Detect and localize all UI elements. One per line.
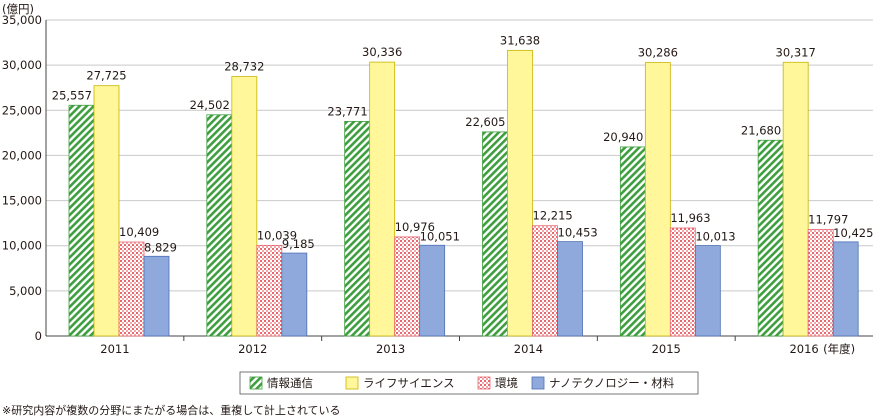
- data-label: 10,976: [395, 220, 435, 234]
- legend-swatch: [531, 376, 545, 390]
- data-label: 10,409: [119, 225, 159, 239]
- bar: [231, 76, 258, 337]
- legend-swatch: [345, 376, 359, 390]
- x-tick-label: 2014: [514, 342, 543, 356]
- x-tick-label: 2016: [789, 342, 818, 356]
- bar: [782, 61, 809, 337]
- bar: [206, 114, 233, 337]
- bar: [118, 241, 145, 337]
- bar: [419, 244, 446, 337]
- data-label: 28,732: [224, 60, 264, 74]
- bar: [394, 236, 421, 337]
- legend-swatch: [477, 376, 491, 390]
- legend-label: ライフサイエンス: [363, 376, 455, 390]
- gridlines: 0 5,000 10,000 15,000 20,000 25,000 30,000 35,0…: [2, 13, 873, 343]
- y-tick-label: 35,000: [2, 13, 42, 27]
- bar: [68, 104, 95, 337]
- legend-label: ナノテクノロジー・材料: [549, 376, 675, 390]
- bar: [832, 241, 859, 337]
- data-label: 27,725: [86, 69, 126, 83]
- bar: [256, 244, 283, 337]
- data-label: 31,638: [500, 33, 540, 47]
- y-tick-label: 20,000: [2, 148, 42, 162]
- data-label: 20,940: [603, 130, 643, 144]
- data-label: 30,336: [362, 45, 402, 59]
- bars: [68, 49, 859, 337]
- bar: [619, 146, 646, 337]
- bar: [669, 227, 696, 337]
- data-label: 11,797: [808, 212, 848, 226]
- bar: [281, 252, 308, 337]
- data-label: 10,013: [695, 230, 735, 244]
- data-label: 12,215: [533, 209, 573, 223]
- x-tick-label: 2012: [238, 342, 267, 356]
- data-label: 10,453: [558, 226, 598, 240]
- bar-chart: 0 5,000 10,000 15,000 20,000 25,000 30,000 35,0…: [2, 2, 874, 395]
- data-label: 8,829: [144, 240, 177, 254]
- y-tick-label: 0: [35, 329, 42, 343]
- data-label: 23,771: [327, 104, 367, 118]
- y-tick-label: 5,000: [9, 284, 42, 298]
- data-label: 30,317: [776, 45, 816, 59]
- x-tick-label: 2011: [100, 342, 129, 356]
- bar: [807, 229, 834, 337]
- bar: [694, 245, 721, 337]
- y-tick-label: 10,000: [2, 239, 42, 253]
- legend-label: 環境: [495, 376, 518, 390]
- bar: [532, 225, 558, 337]
- data-label: 11,963: [670, 211, 710, 225]
- data-label: 10,039: [257, 228, 297, 242]
- legend-label: 情報通信: [267, 376, 313, 390]
- bar: [143, 255, 170, 337]
- data-label: 10,425: [833, 226, 873, 240]
- legend-swatch: [249, 376, 263, 390]
- y-tick-label: 15,000: [2, 194, 42, 208]
- bar: [482, 131, 508, 337]
- bar: [93, 85, 120, 337]
- data-label: 9,185: [282, 237, 315, 251]
- x-axis-suffix: (年度): [823, 342, 855, 356]
- bar: [369, 61, 396, 337]
- bar: [644, 62, 671, 337]
- data-label: 24,502: [190, 98, 230, 112]
- data-label: 30,286: [638, 46, 678, 60]
- y-tick-label: 25,000: [2, 103, 42, 117]
- legend: 情報通信 ライフサイエンス 環境 ナノテクノロジー・材料: [239, 371, 699, 395]
- footnote: ※研究内容が複数の分野にまたがる場合は、重複して計上されている: [2, 404, 341, 417]
- bar: [507, 49, 533, 337]
- data-label: 22,605: [465, 115, 505, 129]
- data-label: 25,557: [52, 88, 92, 102]
- y-axis-label: (億円): [2, 2, 34, 16]
- bar: [344, 120, 371, 337]
- bar: [757, 139, 784, 337]
- bar: [557, 241, 583, 337]
- y-tick-label: 30,000: [2, 58, 42, 72]
- axes: 2011 2012 2013 2014 2015 2016 (年度): [45, 20, 873, 356]
- data-label: 21,680: [741, 123, 781, 137]
- data-label: 10,051: [420, 229, 460, 243]
- x-tick-label: 2015: [652, 342, 681, 356]
- x-tick-label: 2013: [376, 342, 405, 356]
